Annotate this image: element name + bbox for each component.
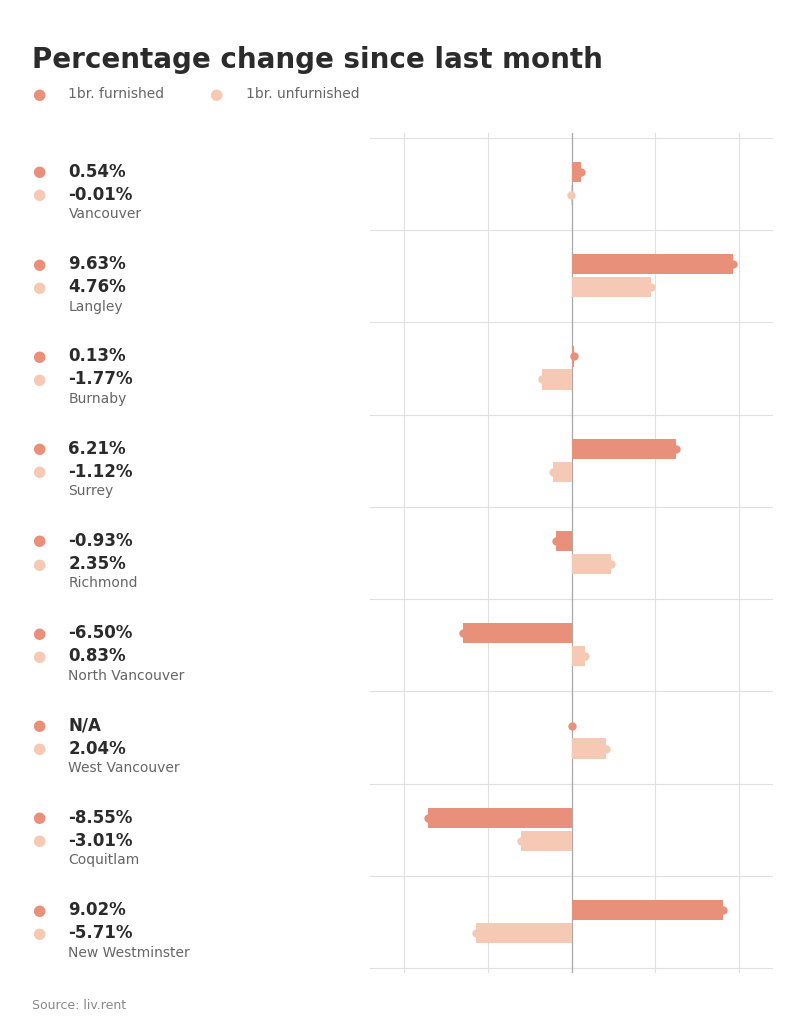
- Text: Coquitlam: Coquitlam: [68, 853, 140, 867]
- Text: -3.01%: -3.01%: [68, 831, 133, 850]
- Text: Vancouver: Vancouver: [68, 207, 142, 221]
- Text: ●: ●: [32, 926, 45, 941]
- Text: Langley: Langley: [68, 300, 123, 313]
- Text: -6.50%: -6.50%: [68, 625, 133, 642]
- Text: 4.76%: 4.76%: [68, 279, 126, 296]
- Text: -8.55%: -8.55%: [68, 809, 133, 826]
- Text: 9.63%: 9.63%: [68, 255, 126, 273]
- Text: -1.77%: -1.77%: [68, 371, 133, 388]
- Bar: [572, 162, 580, 182]
- Text: Surrey: Surrey: [68, 484, 114, 498]
- Text: N/A: N/A: [68, 717, 101, 734]
- Text: 6.21%: 6.21%: [68, 439, 126, 458]
- Text: -5.71%: -5.71%: [68, 924, 133, 942]
- Text: ●: ●: [32, 87, 45, 101]
- Text: ●: ●: [32, 257, 45, 271]
- Bar: [572, 278, 651, 297]
- Text: ●: ●: [32, 349, 45, 364]
- Text: West Vancouver: West Vancouver: [68, 761, 180, 775]
- Bar: [572, 254, 733, 274]
- Text: ●: ●: [32, 441, 45, 457]
- Text: 1br. unfurnished: 1br. unfurnished: [246, 87, 359, 101]
- Text: ●: ●: [32, 810, 45, 825]
- Text: ●: ●: [32, 165, 45, 179]
- Text: ●: ●: [32, 556, 45, 571]
- Bar: [572, 900, 723, 921]
- Text: 1br. furnished: 1br. furnished: [68, 87, 164, 101]
- Bar: [463, 623, 572, 643]
- Bar: [542, 370, 572, 390]
- Bar: [572, 438, 675, 459]
- Text: 0.13%: 0.13%: [68, 347, 126, 366]
- Text: 0.83%: 0.83%: [68, 647, 126, 666]
- Bar: [428, 808, 572, 828]
- Text: ●: ●: [32, 902, 45, 918]
- Text: Richmond: Richmond: [68, 577, 138, 591]
- Bar: [553, 462, 572, 482]
- Text: ●: ●: [32, 187, 45, 203]
- Text: Burnaby: Burnaby: [68, 392, 127, 406]
- Text: -0.01%: -0.01%: [68, 186, 133, 204]
- Text: New Westminster: New Westminster: [68, 945, 190, 959]
- Text: ●: ●: [32, 280, 45, 295]
- Text: 0.54%: 0.54%: [68, 163, 126, 181]
- Bar: [521, 830, 572, 851]
- Text: ●: ●: [32, 626, 45, 641]
- Text: ●: ●: [32, 534, 45, 549]
- Text: ●: ●: [32, 741, 45, 756]
- Bar: [572, 738, 605, 759]
- Text: 9.02%: 9.02%: [68, 901, 126, 920]
- Bar: [572, 646, 585, 667]
- Bar: [556, 530, 572, 551]
- Text: ●: ●: [32, 718, 45, 733]
- Text: North Vancouver: North Vancouver: [68, 669, 185, 683]
- Text: Source: liv.rent: Source: liv.rent: [32, 998, 126, 1012]
- Text: ●: ●: [32, 372, 45, 387]
- Text: Percentage change since last month: Percentage change since last month: [32, 46, 603, 74]
- Bar: [476, 923, 572, 943]
- Text: -0.93%: -0.93%: [68, 531, 133, 550]
- Text: 2.04%: 2.04%: [68, 739, 126, 758]
- Text: -1.12%: -1.12%: [68, 463, 133, 480]
- Bar: [572, 554, 611, 574]
- Text: ●: ●: [209, 87, 222, 101]
- Text: 2.35%: 2.35%: [68, 555, 126, 573]
- Text: ●: ●: [32, 649, 45, 664]
- Text: ●: ●: [32, 834, 45, 848]
- Bar: [572, 346, 574, 367]
- Text: ●: ●: [32, 464, 45, 479]
